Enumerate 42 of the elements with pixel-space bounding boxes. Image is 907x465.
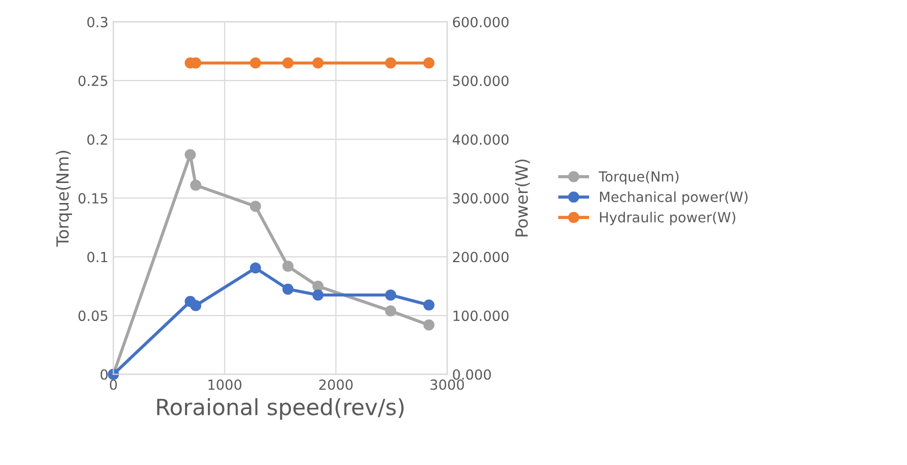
y2-tick-label: 500.000 — [453, 76, 509, 86]
x-tick-label: 2000 — [319, 379, 353, 390]
point — [282, 260, 294, 272]
point — [423, 299, 434, 311]
point — [312, 57, 324, 69]
y2-tick-label: 100.000 — [454, 310, 509, 322]
point — [250, 57, 262, 69]
point — [423, 319, 434, 331]
y2-tick-label: 200.000 — [453, 252, 509, 262]
point — [312, 289, 324, 301]
y-tick-label: 0.05 — [78, 310, 108, 322]
y-tick-label: 0.2 — [87, 134, 108, 145]
x-tick-label: 1000 — [208, 379, 242, 390]
x-tick-label: 0 — [110, 379, 117, 390]
y-tick-label: 0.15 — [78, 193, 108, 204]
point — [250, 200, 262, 212]
point — [385, 57, 396, 69]
y-tick-label: 0.3 — [87, 16, 108, 28]
point — [282, 57, 294, 69]
point — [282, 284, 294, 295]
point — [423, 57, 434, 69]
y2-tick-label: 0.000 — [452, 369, 491, 380]
point — [312, 280, 324, 292]
legend-label: Hydraulic power(W) — [600, 212, 736, 226]
point — [190, 180, 202, 191]
y2-tick-label: 400.000 — [452, 134, 509, 145]
x-tick-label: 3000 — [430, 379, 464, 390]
point — [385, 289, 396, 301]
point — [250, 262, 262, 274]
point — [184, 149, 196, 160]
y2-tick-label: 300.000 — [453, 193, 509, 204]
x-axis-title: Roraional speed(rev/s) — [157, 398, 404, 420]
y-tick-label: 0.25 — [78, 76, 108, 86]
legend-label: Torque(Nm) — [598, 171, 678, 184]
y2-tick-label: 600.000 — [452, 16, 509, 28]
y2-axis-title: Power(W) — [515, 160, 530, 236]
point — [190, 300, 202, 312]
y-tick-label: 0.1 — [87, 252, 108, 262]
y-tick-label: 0 — [100, 369, 108, 380]
y-axis-title: Torque(Nm) — [56, 150, 72, 247]
point — [385, 305, 396, 316]
legend-label: Mechanical power(W) — [600, 191, 748, 205]
